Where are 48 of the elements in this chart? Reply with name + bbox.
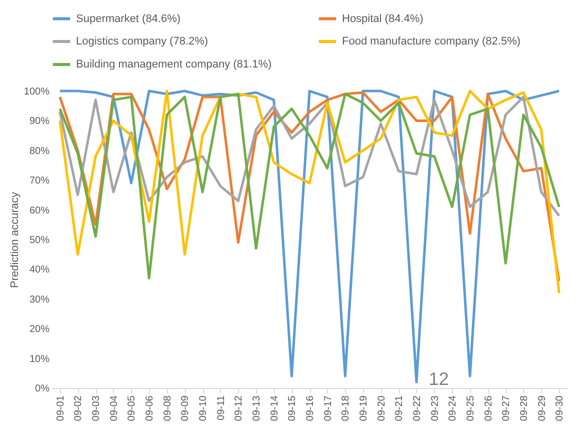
y-tick-label: 20% bbox=[29, 324, 50, 336]
legend-label: Food manufacture company (82.5%) bbox=[342, 36, 521, 48]
x-tick-label: 09-15 bbox=[287, 395, 298, 422]
legend-label: Supermarket (84.6%) bbox=[76, 12, 181, 25]
x-tick-label: 09-10 bbox=[198, 395, 210, 422]
legend-label: Building management company (81.1%) bbox=[76, 58, 272, 70]
x-tick-label: 09-11 bbox=[216, 395, 227, 420]
x-tick-label: 09-27 bbox=[501, 395, 512, 422]
x-tick-label: 09-24 bbox=[448, 395, 459, 422]
x-tick-label: 09-29 bbox=[536, 395, 548, 422]
x-tick-label: 09-23 bbox=[430, 395, 441, 422]
x-tick-label: 09-19 bbox=[358, 395, 370, 422]
x-tick-label: 09-30 bbox=[554, 395, 566, 422]
x-tick-label: 09-01 bbox=[55, 395, 66, 422]
x-tick-label: 09-06 bbox=[144, 395, 156, 422]
annotation: 12 bbox=[428, 369, 449, 389]
legend-label: Logistics company (78.2%) bbox=[76, 36, 208, 48]
x-tick-label: 09-12 bbox=[234, 395, 245, 422]
y-tick-label: 80% bbox=[29, 146, 50, 157]
x-tick-label: 09-03 bbox=[91, 395, 102, 422]
x-tick-label: 09-22 bbox=[412, 395, 423, 422]
x-tick-label: 09-21 bbox=[394, 395, 406, 422]
y-tick-label: 60% bbox=[29, 205, 50, 216]
x-tick-label: 09-13 bbox=[252, 395, 263, 422]
y-tick-label: 0% bbox=[35, 384, 50, 394]
x-tick-label: 09-02 bbox=[73, 395, 84, 422]
y-tick-label: 90% bbox=[29, 116, 50, 128]
x-tick-label: 09-17 bbox=[322, 395, 334, 422]
x-tick-label: 09-09 bbox=[180, 395, 192, 422]
x-tick-label: 09-04 bbox=[108, 395, 120, 422]
y-tick-label: 40% bbox=[29, 264, 50, 276]
y-tick-label: 10% bbox=[29, 354, 50, 365]
x-tick-label: 09-05 bbox=[126, 395, 138, 422]
x-tick-label: 09-18 bbox=[340, 395, 352, 422]
x-tick-label: 09-14 bbox=[269, 395, 280, 422]
y-tick-label: 50% bbox=[29, 235, 50, 246]
y-tick-label: 30% bbox=[29, 294, 50, 306]
x-tick-label: 09-20 bbox=[376, 395, 388, 422]
line-series bbox=[58, 90, 560, 384]
x-tick-label: 09-28 bbox=[518, 395, 530, 422]
y-tick-label: 70% bbox=[29, 176, 50, 187]
y-axis-title: Prediction accuracy bbox=[8, 192, 21, 288]
x-tick-label: 09-25 bbox=[465, 395, 476, 422]
x-tick-label: 09-16 bbox=[305, 395, 316, 422]
x-tick-label: 09-26 bbox=[483, 395, 494, 422]
legend-label: Hospital (84.4%) bbox=[342, 12, 424, 25]
x-tick-label: 09-08 bbox=[162, 395, 174, 422]
y-tick-label: 100% bbox=[24, 86, 50, 98]
